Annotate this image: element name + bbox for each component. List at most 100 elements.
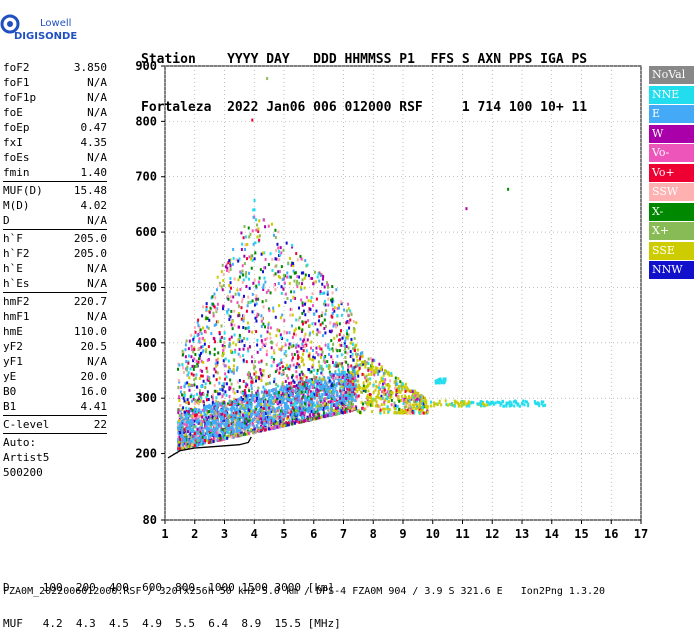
echo-point	[201, 408, 204, 412]
echo-point	[188, 423, 191, 427]
echo-point	[206, 417, 209, 421]
echo-point	[194, 330, 197, 334]
echo-point	[251, 355, 254, 359]
echo-point	[396, 394, 399, 398]
echo-point	[218, 434, 221, 438]
echo-point	[183, 384, 186, 388]
param-row: h`F2 205.0	[3, 246, 107, 261]
echo-point	[279, 333, 282, 337]
echo-point	[350, 337, 353, 341]
echo-point	[200, 384, 203, 388]
echo-point	[185, 420, 188, 424]
echo-point	[340, 410, 343, 414]
echo-point	[278, 394, 281, 398]
legend-item: E	[649, 105, 694, 123]
echo-point	[237, 410, 240, 414]
echo-point	[275, 249, 278, 253]
echo-point	[365, 384, 368, 388]
echo-point	[355, 393, 358, 397]
echo-point	[288, 256, 291, 260]
echo-point	[510, 401, 513, 405]
echo-point	[241, 269, 244, 273]
echo-point	[181, 393, 184, 397]
echo-point	[221, 427, 224, 431]
echo-point	[214, 411, 217, 415]
echo-point	[359, 351, 362, 355]
echo-point	[310, 382, 313, 386]
echo-point	[193, 378, 196, 382]
echo-point	[323, 397, 326, 401]
echo-point	[322, 359, 325, 363]
echo-point	[298, 411, 301, 415]
echo-point	[280, 416, 283, 420]
echo-point	[304, 411, 307, 415]
echo-point	[342, 386, 345, 390]
echo-point	[371, 397, 374, 401]
echo-point	[212, 314, 215, 318]
echo-point	[283, 401, 286, 405]
echo-point	[251, 428, 254, 432]
echo-point	[362, 360, 365, 364]
echo-point	[282, 387, 285, 391]
echo-point	[276, 400, 279, 404]
echo-point	[323, 376, 326, 380]
echo-point	[212, 311, 215, 315]
echo-point	[262, 305, 265, 309]
echo-point	[298, 404, 301, 408]
echo-point	[179, 434, 182, 438]
echo-point	[508, 404, 511, 408]
echo-point	[206, 429, 209, 433]
echo-point	[311, 365, 314, 369]
echo-point	[306, 263, 309, 267]
echo-point	[319, 290, 322, 294]
echo-point	[198, 395, 201, 399]
echo-point	[328, 395, 331, 399]
echo-point	[256, 414, 259, 418]
echo-point	[267, 289, 270, 293]
echo-point	[198, 434, 201, 438]
echo-point	[301, 386, 304, 390]
echo-point	[329, 372, 332, 376]
echo-point	[291, 245, 294, 249]
echo-point	[379, 387, 382, 391]
echo-point	[298, 316, 301, 320]
echo-point	[315, 416, 318, 420]
echo-point	[218, 414, 221, 418]
echo-point	[250, 405, 253, 409]
echo-point	[203, 441, 206, 445]
echo-point	[303, 286, 306, 290]
param-name: h`Es	[3, 277, 30, 290]
echo-point	[211, 295, 214, 299]
echo-point	[193, 430, 196, 434]
echo-point	[186, 414, 189, 418]
echo-point	[198, 439, 201, 443]
echo-point	[197, 346, 200, 350]
echo-point	[435, 379, 438, 383]
echo-point	[351, 386, 354, 390]
echo-point	[340, 399, 343, 403]
echo-point	[327, 343, 330, 347]
echo-point	[298, 406, 301, 410]
echo-point	[341, 399, 344, 403]
echo-point	[202, 305, 205, 309]
echo-point	[276, 425, 279, 429]
echo-point	[205, 407, 208, 411]
echo-point	[521, 402, 524, 406]
echo-point	[345, 345, 348, 349]
echo-point	[273, 394, 276, 398]
echo-point	[230, 370, 233, 374]
echo-point	[378, 362, 381, 366]
echo-point	[222, 272, 225, 276]
echo-point	[385, 393, 388, 397]
echo-point	[229, 426, 232, 430]
echo-point	[229, 315, 232, 319]
echo-point	[334, 412, 337, 416]
echo-point	[221, 432, 224, 436]
echo-point	[213, 337, 216, 341]
param-row: foEp 0.47	[3, 120, 107, 135]
echo-point	[243, 408, 246, 412]
echo-point	[362, 373, 365, 377]
parameter-list: foF2 3.850 foF1 N/A foF1p N/A foE N/A foEp 0.47 fx…	[3, 60, 107, 480]
echo-point	[226, 436, 229, 440]
echo-point	[212, 410, 215, 414]
